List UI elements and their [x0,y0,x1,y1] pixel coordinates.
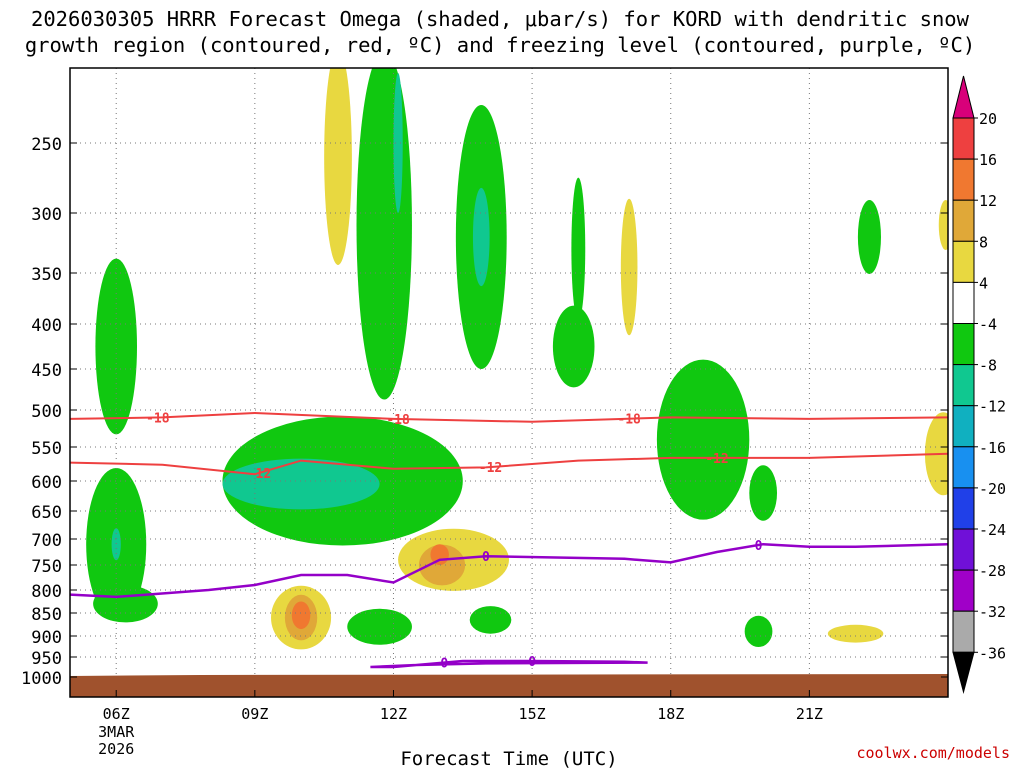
omega-region-17-rising [857,200,881,274]
colorbar-bin-2 [952,158,975,201]
dgz-contour--18-label-0: -18 [146,411,170,426]
omega-region-26-rising [347,608,412,645]
colorbar-label-4: 4 [979,274,988,292]
colorbar-bottom-arrow [952,651,975,694]
date-label-2: 2026 [98,740,134,758]
y-tick-label-950: 950 [31,649,62,669]
x-tick-label-06Z: 06Z [103,705,130,723]
y-tick-label-700: 700 [31,531,62,551]
y-tick-label-850: 850 [31,605,62,625]
dgz-contour--18-label-1: -18 [386,413,410,428]
dgz-contour--12-label-1: -12 [479,461,502,476]
omega-region-6-rising [356,68,412,400]
freezing-level-contour-2-label-1: 0 [528,655,536,670]
colorbar-label-2: 12 [979,192,997,210]
omega-region-19-sinking [938,200,948,250]
omega-region-9-rising [472,187,490,287]
colorbar-bin-6 [952,323,975,366]
omega-region-16-rising [749,465,778,521]
omega-region-3-rising [111,528,121,561]
omega-region-5-sinking [324,68,352,265]
omega-region-10-rising [571,177,586,321]
colorbar-label-0: 20 [979,110,997,128]
credit-text[interactable]: coolwx.com/models [856,744,1010,762]
y-tick-label-300: 300 [31,205,62,225]
y-tick-label-250: 250 [31,135,62,155]
title-line-1: 2026030305 HRRR Forecast Omega (shaded, … [31,7,969,31]
colorbar-bin-5 [952,281,975,324]
y-tick-label-750: 750 [31,557,62,577]
x-tick-label-12Z: 12Z [380,705,407,723]
colorbar-label-12: -32 [979,603,1006,621]
colorbar-label-6: -8 [979,357,997,375]
colorbar-bin-10 [952,487,975,530]
y-tick-label-350: 350 [31,265,62,285]
freezing-level-contour-1-label-0: 0 [482,550,490,565]
colorbar-bin-13 [952,610,975,653]
omega-region-29-sinking [827,624,884,643]
y-tick-label-650: 650 [31,503,62,523]
colorbar-label-11: -28 [979,562,1006,580]
omega-region-21-sinking [418,544,466,586]
colorbar-bin-9 [952,446,975,489]
x-tick-label-09Z: 09Z [241,705,268,723]
colorbar-bin-3 [952,199,975,242]
title-line-2: growth region (contoured, red, ºC) and f… [24,33,976,57]
omega-region-15-rising [656,359,750,520]
colorbar-bin-11 [952,528,975,571]
omega-region-12-sinking [620,198,638,336]
colorbar: 20 16 12 8 4 -4 -8 -12 -16 -20 -24 -28 -32 -36 [952,75,1006,694]
x-tick-label-15Z: 15Z [519,705,546,723]
y-tick-label-400: 400 [31,316,62,336]
date-label-1: 3MAR [98,723,135,741]
colorbar-label-9: -20 [979,480,1006,498]
freezing-level-contour-2-label-0: 0 [440,657,448,672]
y-tick-label-550: 550 [31,439,62,459]
grid [70,68,948,697]
colorbar-label-10: -24 [979,521,1006,539]
omega-region-28-rising [744,615,773,648]
y-tick-label-1000: 1000 [21,669,62,689]
x-tick-label-21Z: 21Z [796,705,823,723]
omega-region-27-rising [469,606,512,634]
y-tick-label-900: 900 [31,628,62,648]
colorbar-bin-7 [952,364,975,407]
dgz-contour--12-label-0: -12 [248,467,271,482]
terrain-ground [70,674,948,697]
colorbar-label-7: -12 [979,398,1006,416]
dgz-contour--18-label-2: -18 [617,413,641,428]
omega-region-1-rising [95,258,138,435]
omega-region-11-rising [552,305,595,388]
omega-region-25-sinking [291,601,311,630]
dgz-contour--12-label-2: -12 [705,452,728,467]
colorbar-bin-12 [952,569,975,612]
plot-frame [69,67,949,698]
freezing-level-contour-2-line [370,659,648,669]
y-tick-label-450: 450 [31,361,62,381]
colorbar-bin-1 [952,117,975,160]
colorbar-label-3: 8 [979,233,988,251]
dgz-contour--12-line [70,452,948,476]
chart-title: 2026030305 HRRR Forecast Omega (shaded, … [0,6,1000,58]
omega-region-4-rising [93,585,158,623]
colorbar-label-5: -4 [979,316,997,334]
colorbar-label-8: -16 [979,439,1006,457]
y-tick-label-600: 600 [31,473,62,493]
colorbar-bin-8 [952,405,975,448]
plot-area: -18 -18 -18 -12 -12 -12 0 0 0 0 [70,68,948,697]
x-tick-label-18Z: 18Z [657,705,684,723]
colorbar-bin-4 [952,240,975,283]
omega-region-7-rising [393,73,403,213]
dgz-contour--18-line [70,411,948,423]
y-tick-label-800: 800 [31,582,62,602]
x-axis-label: Forecast Time (UTC) [400,748,617,768]
colorbar-top-arrow [952,75,975,119]
y-tick-label-500: 500 [31,402,62,422]
freezing-level-contour-1-label-1: 0 [755,539,763,554]
freezing-level-contour-1-line [70,542,948,599]
colorbar-label-13: -36 [979,644,1006,662]
colorbar-label-1: 16 [979,151,997,169]
